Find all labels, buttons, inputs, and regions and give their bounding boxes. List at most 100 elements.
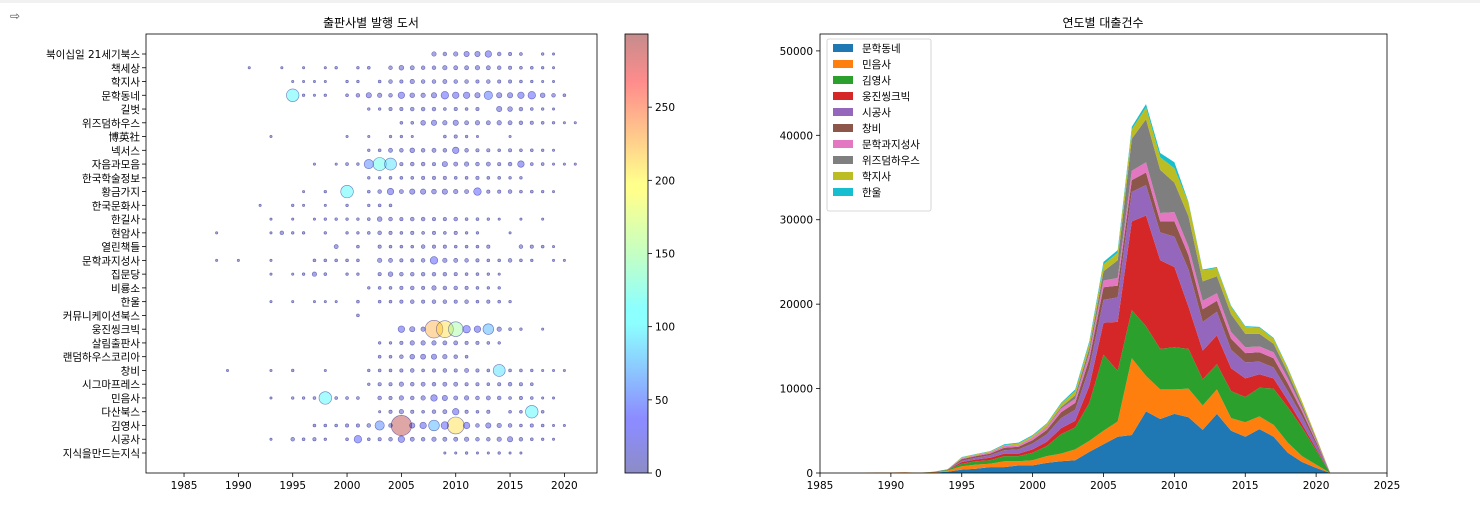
data-point (475, 368, 480, 373)
data-point (340, 184, 354, 199)
data-point (453, 299, 458, 304)
data-point (301, 437, 306, 442)
data-point (323, 231, 327, 235)
data-point (409, 92, 415, 98)
data-point (377, 148, 382, 153)
data-point (269, 396, 273, 400)
data-point (486, 258, 491, 263)
data-point (345, 135, 349, 139)
data-point (518, 106, 524, 112)
data-point (236, 258, 240, 262)
area-series (820, 104, 1387, 474)
data-point (497, 176, 501, 180)
data-point (388, 65, 393, 70)
x-tick-label: 1985 (171, 480, 198, 492)
data-point (421, 175, 426, 180)
y-tick-label: 집문당 (111, 269, 140, 281)
data-point (551, 121, 556, 125)
data-point (453, 230, 458, 235)
data-point (374, 420, 385, 431)
data-point (442, 217, 447, 222)
data-point (345, 79, 349, 84)
data-point (323, 93, 327, 97)
data-point (356, 258, 360, 263)
data-point (420, 271, 426, 277)
data-point (356, 272, 360, 276)
legend-swatch (833, 44, 853, 52)
data-point (269, 258, 273, 262)
data-point (442, 65, 448, 71)
y-tick-label: 웅진씽크빅 (92, 324, 140, 336)
data-point (367, 368, 371, 373)
data-point (496, 65, 502, 70)
data-point (420, 326, 426, 332)
data-point (367, 437, 371, 442)
data-point (215, 258, 219, 262)
data-point (496, 395, 502, 401)
data-point (519, 148, 523, 153)
data-point (345, 396, 349, 400)
data-point (486, 189, 491, 194)
x-tick-label: 2010 (1161, 480, 1188, 492)
data-point (464, 161, 470, 167)
data-point (475, 217, 480, 221)
data-point (442, 148, 448, 153)
data-point (486, 272, 490, 276)
data-point (420, 120, 426, 126)
x-tick-label: 2015 (497, 480, 524, 492)
data-point (552, 423, 556, 427)
data-point (552, 245, 556, 249)
legend-label: 문학동네 (862, 43, 901, 55)
data-point (474, 92, 481, 99)
data-point (377, 257, 383, 263)
data-point (519, 258, 523, 263)
data-point (377, 189, 382, 194)
data-point (527, 91, 536, 100)
data-point (453, 395, 459, 401)
data-point (507, 189, 513, 194)
data-point (367, 65, 371, 70)
data-point (420, 395, 426, 401)
x-tick-label: 1995 (948, 480, 975, 492)
data-point (399, 148, 404, 153)
data-point (410, 216, 415, 222)
data-point (386, 187, 395, 196)
data-point (464, 189, 469, 194)
data-point (507, 106, 513, 112)
cell-top-border (0, 0, 1480, 3)
data-point (345, 203, 349, 207)
data-point (345, 217, 349, 221)
data-point (443, 451, 447, 455)
data-point (519, 409, 523, 414)
data-point (367, 135, 371, 139)
data-point (496, 436, 502, 442)
data-point (431, 436, 437, 442)
data-point (464, 451, 469, 455)
data-point (399, 258, 404, 263)
data-point (302, 66, 306, 70)
data-point (291, 231, 295, 235)
data-point (409, 340, 415, 346)
data-point (376, 216, 383, 222)
data-point (486, 148, 491, 153)
data-point (388, 134, 393, 139)
x-tick-label: 2020 (551, 480, 578, 492)
data-point (431, 119, 437, 126)
data-point (453, 216, 458, 222)
x-tick-label: 2015 (1232, 480, 1259, 492)
data-point (356, 313, 360, 318)
data-point (552, 368, 556, 372)
data-point (377, 286, 382, 290)
legend-label: 문학과지성사 (862, 139, 920, 151)
data-point (482, 323, 494, 335)
data-point (441, 188, 448, 195)
data-point (388, 258, 393, 263)
data-point (508, 79, 513, 84)
data-point (497, 286, 501, 290)
data-point (529, 423, 534, 428)
data-point (291, 217, 295, 221)
data-point (388, 216, 393, 222)
data-point (496, 106, 503, 113)
data-point (497, 451, 501, 455)
